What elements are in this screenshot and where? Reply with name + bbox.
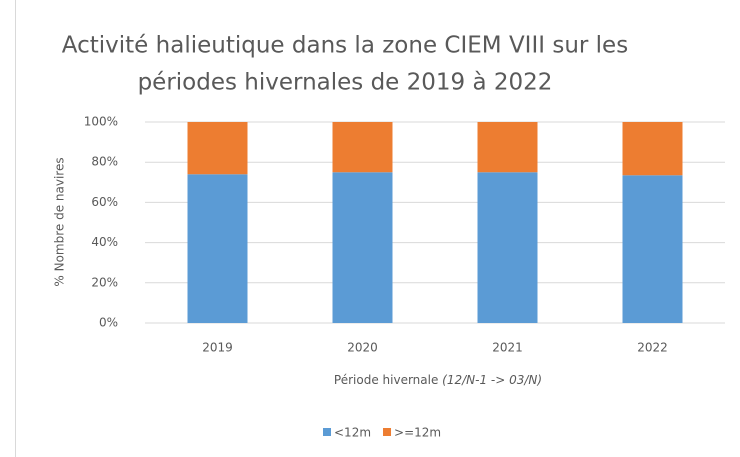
legend-label: <12m	[334, 426, 371, 440]
x-axis-title: Période hivernale (12/N-1 -> 03/N)	[334, 373, 542, 387]
chart-title: Activité halieutique dans la zone CIEM V…	[62, 33, 628, 59]
bar-segment	[622, 175, 683, 323]
bar-segment	[622, 122, 683, 176]
x-tick-label: 2022	[637, 341, 668, 355]
bar-segment	[187, 122, 248, 175]
x-tick-label: 2019	[202, 341, 233, 355]
y-tick-label: 40%	[91, 235, 118, 249]
x-tick-label: 2020	[347, 341, 378, 355]
y-tick-label: 80%	[91, 155, 118, 169]
legend-label: >=12m	[394, 426, 441, 440]
bar-segment	[187, 174, 248, 323]
y-tick-label: 20%	[91, 275, 118, 289]
y-tick-label: 60%	[91, 195, 118, 209]
x-axis-title-note: (12/N-1 -> 03/N)	[442, 373, 542, 387]
y-tick-label: 100%	[84, 115, 118, 129]
chart-title: périodes hivernales de 2019 à 2022	[138, 70, 553, 96]
bar-segment	[477, 172, 538, 323]
legend-swatch	[383, 428, 392, 436]
y-tick-label: 0%	[99, 316, 118, 330]
x-tick-label: 2021	[492, 341, 523, 355]
x-axis-title-main: Période hivernale	[334, 373, 438, 387]
bar-segment	[477, 122, 538, 173]
legend-swatch	[323, 428, 331, 436]
y-axis-title: % Nombre de navires	[53, 157, 67, 286]
bar-segment	[332, 172, 393, 323]
bar-segment	[332, 122, 393, 173]
